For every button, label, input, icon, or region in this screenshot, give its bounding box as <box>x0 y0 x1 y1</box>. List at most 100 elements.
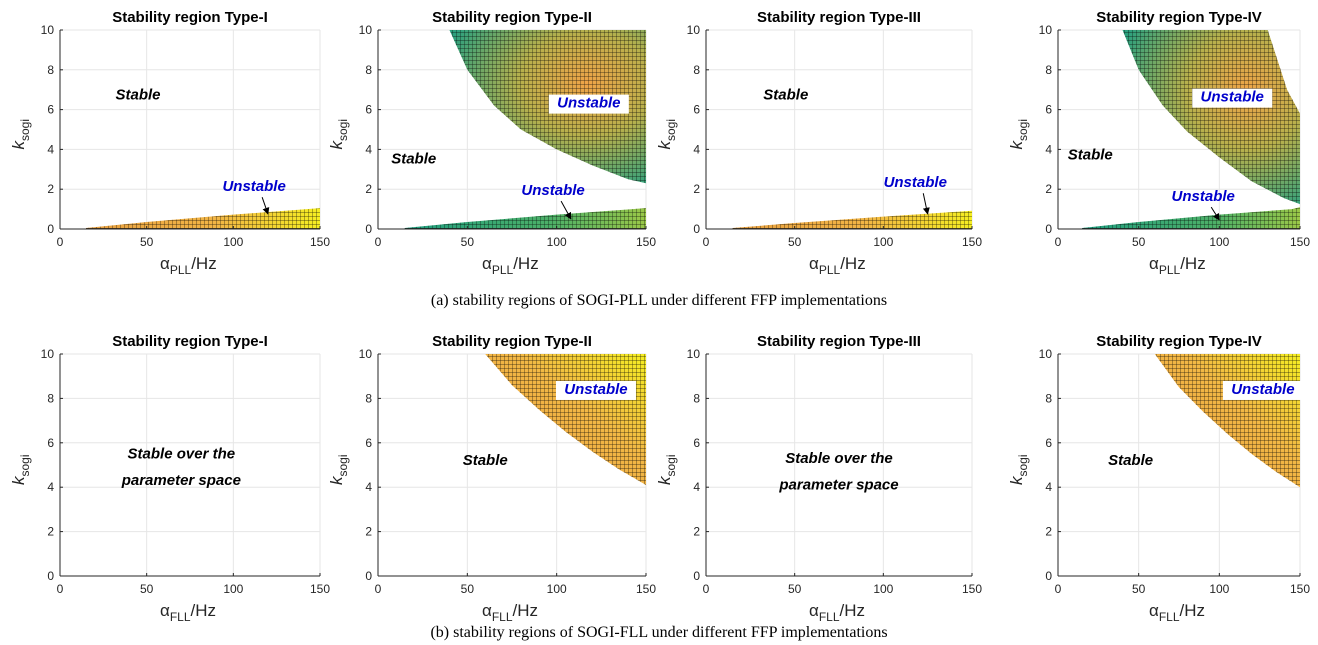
annotation-arrow <box>1210 206 1220 221</box>
y-tick-label: 2 <box>47 525 54 539</box>
plot-fll-type-3: 0 50 100 150 0 2 4 6 8 10 Stability region Type-II… <box>655 333 982 624</box>
y-axis-subscript: sogi <box>18 454 32 476</box>
x-axis-subscript: FLL <box>492 610 513 624</box>
y-axis-symbol: k <box>1007 475 1026 485</box>
x-tick-label: 100 <box>223 235 243 249</box>
plot-area <box>706 354 972 576</box>
y-tick-label: 6 <box>1045 103 1052 117</box>
x-axis-label: αPLL/Hz <box>1149 254 1206 277</box>
unstable-label: Unstable <box>521 182 584 199</box>
x-tick-label: 0 <box>57 582 64 596</box>
y-tick-label: 0 <box>1045 222 1052 236</box>
x-axis-subscript: FLL <box>170 610 191 624</box>
y-tick-label: 2 <box>693 525 700 539</box>
y-tick-label: 0 <box>365 569 372 583</box>
plot-title: Stability region Type-IV <box>1096 333 1262 350</box>
x-axis-label: αPLL/Hz <box>809 254 866 277</box>
y-tick-label: 8 <box>1045 63 1052 77</box>
plot-pll-type-2: 0 50 100 150 0 2 4 6 8 10 Stability region Type-II… <box>327 9 656 277</box>
plot-fll-type-1: 0 50 100 150 0 2 4 6 8 10 Stability region Type-I α… <box>9 333 330 624</box>
x-tick-label: 150 <box>310 582 330 596</box>
x-axis-unit: /Hz <box>1180 254 1206 273</box>
unstable-label: Unstable <box>222 178 285 195</box>
y-axis-label: ksogi <box>327 454 350 485</box>
y-tick-label: 2 <box>1045 182 1052 196</box>
x-axis-unit: /Hz <box>840 254 866 273</box>
x-tick-label: 0 <box>1055 235 1062 249</box>
x-axis-symbol: α <box>1149 601 1159 620</box>
annotation-arrow <box>261 197 270 215</box>
x-axis-label: αFLL/Hz <box>482 601 538 624</box>
stable-label: parameter space <box>121 472 241 489</box>
x-tick-label: 150 <box>962 582 982 596</box>
x-tick-label: 150 <box>962 235 982 249</box>
y-tick-label: 6 <box>365 436 372 450</box>
x-tick-label: 50 <box>788 235 802 249</box>
plot-title: Stability region Type-I <box>112 9 268 26</box>
x-tick-label: 150 <box>310 235 330 249</box>
y-tick-label: 6 <box>1045 436 1052 450</box>
annotation-box <box>1192 88 1273 108</box>
plot-title: Stability region Type-II <box>432 9 592 26</box>
x-tick-label: 100 <box>873 582 893 596</box>
x-tick-label: 0 <box>1055 582 1062 596</box>
x-tick-label: 0 <box>703 582 710 596</box>
y-axis-label: ksogi <box>9 119 32 150</box>
unstable-label: Unstable <box>1172 188 1235 205</box>
unstable-label: Unstable <box>564 381 627 398</box>
x-axis-label: αFLL/Hz <box>1149 601 1205 624</box>
unstable-region <box>1082 207 1300 229</box>
y-axis-label: ksogi <box>655 454 678 485</box>
x-axis-unit: /Hz <box>1180 601 1206 620</box>
annotation-box <box>548 94 629 114</box>
y-tick-label: 0 <box>1045 569 1052 583</box>
y-axis-label: ksogi <box>9 454 32 485</box>
unstable-region <box>86 208 320 229</box>
x-axis-symbol: α <box>160 601 170 620</box>
unstable-region-mesh <box>449 30 646 184</box>
y-tick-label: 4 <box>365 480 372 494</box>
unstable-label: Unstable <box>557 95 620 112</box>
y-axis-symbol: k <box>655 475 674 485</box>
y-tick-label: 10 <box>359 347 373 361</box>
y-axis-label: ksogi <box>1007 119 1030 150</box>
x-axis-symbol: α <box>482 254 492 273</box>
stable-label: Stable <box>763 87 808 104</box>
y-axis-symbol: k <box>9 475 28 485</box>
y-axis-symbol: k <box>9 140 28 150</box>
y-tick-label: 2 <box>365 182 372 196</box>
y-tick-label: 6 <box>365 103 372 117</box>
y-tick-label: 4 <box>47 142 54 156</box>
y-axis-subscript: sogi <box>1016 454 1030 476</box>
unstable-region-mesh <box>86 208 320 229</box>
x-axis-label: αFLL/Hz <box>809 601 865 624</box>
annotation-box <box>555 380 636 400</box>
y-axis-subscript: sogi <box>664 454 678 476</box>
unstable-region <box>1122 30 1300 205</box>
plot-area <box>706 30 972 229</box>
y-tick-label: 4 <box>693 480 700 494</box>
x-tick-label: 100 <box>223 582 243 596</box>
plot-fll-type-4: 0 50 100 150 0 2 4 6 8 10 Stability region Type-IV… <box>1007 333 1310 624</box>
plot-title: Stability region Type-III <box>757 9 921 26</box>
y-tick-label: 6 <box>47 103 54 117</box>
x-tick-label: 150 <box>1290 235 1310 249</box>
x-axis-subscript: PLL <box>1159 263 1181 277</box>
x-axis-label: αPLL/Hz <box>482 254 539 277</box>
y-tick-label: 0 <box>47 569 54 583</box>
x-axis-unit: /Hz <box>191 254 217 273</box>
x-tick-label: 100 <box>1209 582 1229 596</box>
y-axis-subscript: sogi <box>1016 119 1030 141</box>
y-tick-label: 2 <box>1045 525 1052 539</box>
x-tick-label: 100 <box>547 582 567 596</box>
x-tick-label: 50 <box>461 235 475 249</box>
x-tick-label: 50 <box>1132 235 1146 249</box>
x-tick-label: 100 <box>873 235 893 249</box>
y-tick-label: 8 <box>365 391 372 405</box>
x-axis-symbol: α <box>809 601 819 620</box>
y-tick-label: 2 <box>47 182 54 196</box>
x-axis-subscript: PLL <box>819 263 841 277</box>
x-tick-label: 100 <box>1209 235 1229 249</box>
stable-label: Stable <box>115 87 160 104</box>
plot-pll-type-3: 0 50 100 150 0 2 4 6 8 10 Stability region Type-II… <box>655 9 982 277</box>
